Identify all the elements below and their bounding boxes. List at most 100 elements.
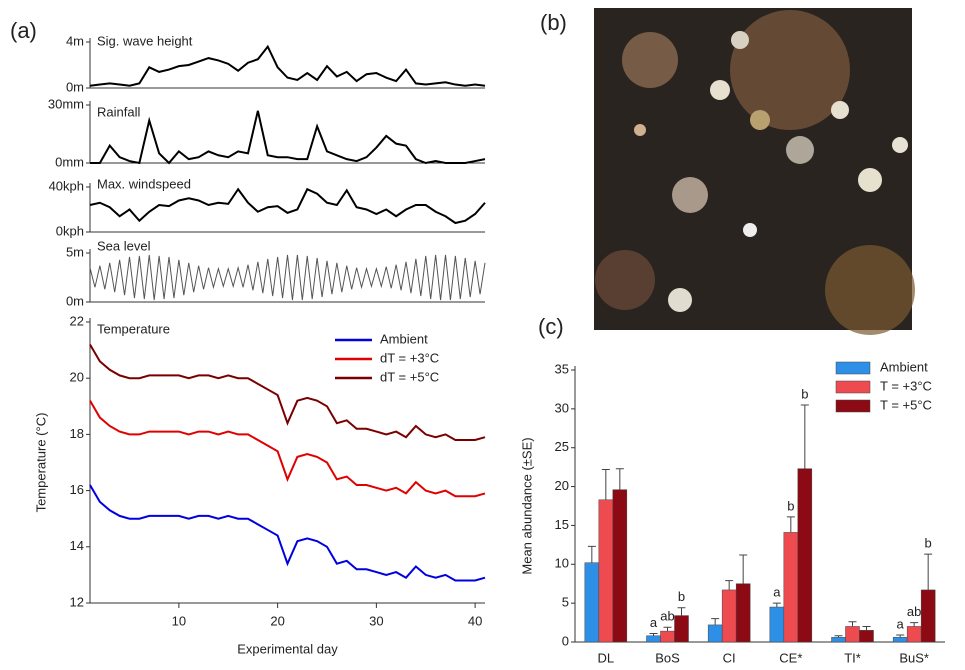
y-tick-label: 20 — [555, 478, 569, 493]
bar — [735, 583, 751, 643]
significance-letter: ab — [907, 604, 921, 619]
y-tick-label: 0kph — [56, 223, 84, 238]
significance-letter: ab — [660, 609, 674, 624]
y-tick-label: 16 — [70, 482, 84, 497]
significance-letter: b — [787, 498, 794, 513]
panel-title: Sea level — [97, 238, 151, 253]
legend-swatch — [835, 361, 871, 375]
panel-title: Temperature — [97, 321, 170, 336]
data-line — [89, 343, 486, 442]
data-line — [89, 44, 486, 87]
y-tick-label: 0 — [562, 633, 569, 648]
significance-letter: b — [925, 536, 932, 551]
error-bar — [677, 607, 686, 616]
bar — [892, 637, 908, 643]
bar — [831, 637, 846, 643]
error-bar — [910, 622, 919, 627]
y-tick-label: 40kph — [49, 178, 84, 193]
significance-letter: a — [897, 616, 905, 631]
panel-label: (b) — [540, 10, 567, 35]
bar — [769, 606, 785, 643]
error-bar — [834, 635, 843, 638]
error-bar — [848, 621, 857, 627]
error-bar — [615, 468, 624, 490]
y-tick-label: 30 — [555, 400, 569, 415]
y-tick-label: 5 — [562, 595, 569, 610]
data-line — [89, 187, 486, 225]
bar — [797, 468, 813, 643]
error-bar — [663, 626, 672, 632]
panel-title: Max. windspeed — [97, 176, 191, 191]
x-tick-label: TI* — [844, 650, 861, 665]
bar — [859, 630, 874, 643]
x-tick-label: 40 — [468, 613, 482, 628]
legend-label: dT = +5°C — [380, 369, 439, 384]
bar — [584, 562, 600, 643]
y-tick-label: 10 — [555, 556, 569, 571]
data-line — [89, 254, 486, 301]
panel-label: (c) — [538, 314, 564, 339]
significance-letter: b — [678, 589, 685, 604]
bar — [783, 532, 799, 643]
y-axis-label: Temperature (°C) — [33, 413, 48, 513]
error-bar — [739, 554, 748, 584]
y-tick-label: 22 — [70, 313, 84, 328]
x-tick-label: DL — [598, 650, 615, 665]
panel-title: Sig. wave height — [97, 33, 193, 48]
legend-label: Ambient — [880, 359, 928, 374]
bar — [920, 589, 936, 643]
bar — [906, 626, 922, 643]
error-bar — [786, 516, 795, 533]
y-tick-label: 30mm — [48, 96, 84, 111]
y-tick-label: 35 — [555, 361, 569, 376]
y-tick-label: 12 — [70, 594, 84, 609]
y-tick-label: 15 — [555, 517, 569, 532]
y-tick-label: 0mm — [55, 154, 84, 169]
panel-title: Rainfall — [97, 104, 140, 119]
y-tick-label: 0m — [66, 79, 84, 94]
error-bar — [862, 625, 871, 631]
y-tick-label: 4m — [66, 33, 84, 48]
data-line — [89, 484, 486, 582]
significance-letter: a — [650, 615, 658, 630]
bar — [646, 635, 661, 643]
data-line — [90, 110, 486, 165]
legend-label: T = +3°C — [880, 378, 932, 393]
bar — [660, 630, 675, 643]
error-bar — [711, 618, 720, 625]
bar — [721, 589, 737, 643]
error-bar — [649, 632, 658, 636]
error-bar — [896, 634, 905, 638]
x-tick-label: BoS — [655, 650, 680, 665]
x-tick-label: BuS* — [899, 650, 929, 665]
bar — [598, 499, 614, 643]
error-bar — [924, 553, 933, 590]
y-tick-label: 25 — [555, 439, 569, 454]
legend-label: T = +5°C — [880, 397, 932, 412]
y-tick-label: 20 — [70, 370, 84, 385]
bar — [612, 489, 628, 643]
x-tick-label: 30 — [369, 613, 383, 628]
y-tick-label: 18 — [70, 426, 84, 441]
panel-label: (a) — [10, 18, 37, 43]
significance-letter: b — [801, 386, 808, 401]
legend-label: dT = +3°C — [380, 350, 439, 365]
y-axis-label: Mean abundance (±SE) — [519, 437, 534, 574]
x-tick-label: CE* — [779, 650, 802, 665]
legend-label: Ambient — [380, 331, 428, 346]
error-bar — [772, 602, 781, 608]
bar — [707, 624, 723, 643]
y-tick-label: 0m — [66, 293, 84, 308]
error-bar — [601, 468, 610, 500]
x-axis-label: Experimental day — [237, 641, 338, 656]
bar — [674, 615, 689, 643]
error-bar — [800, 404, 809, 469]
y-tick-label: 5m — [66, 244, 84, 259]
y-tick-label: 14 — [70, 538, 84, 553]
error-bar — [587, 545, 596, 563]
legend-swatch — [835, 399, 871, 413]
photo — [594, 8, 915, 335]
x-tick-label: CI — [723, 650, 736, 665]
